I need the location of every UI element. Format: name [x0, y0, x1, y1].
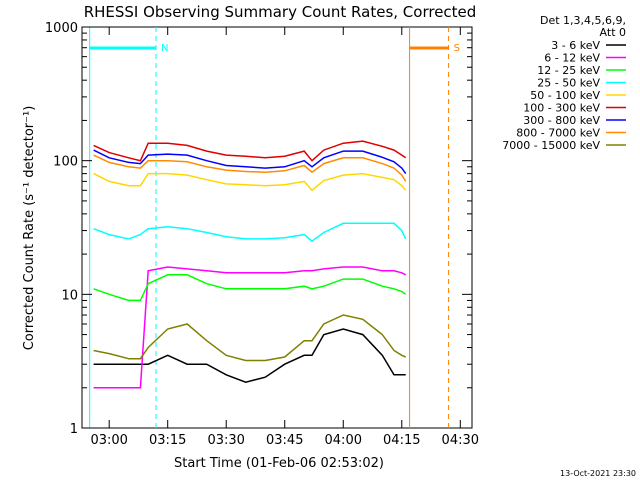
series-line-1 [93, 266, 407, 389]
legend-label-3: 25 - 50 keV [537, 77, 600, 90]
y-tick-label-3: 1000 [45, 21, 78, 36]
legend-label-6: 300 - 800 keV [523, 114, 600, 127]
x-tick-label-0: 03:00 [90, 433, 127, 448]
legend-label-7: 800 - 7000 keV [516, 127, 600, 140]
series-line-2 [93, 274, 407, 302]
chart-title: RHESSI Observing Summary Count Rates, Co… [84, 3, 477, 21]
series-line-8 [93, 314, 406, 362]
plot-frame [81, 26, 473, 429]
y-tick-label-2: 100 [53, 155, 78, 170]
legend-label-5: 100 - 300 keV [523, 102, 600, 115]
time-stamp: 13-Oct-2021 23:30 [560, 469, 636, 478]
series-line-3 [93, 222, 407, 243]
legend-header-0: Det 1,3,4,5,6,9, [540, 14, 626, 27]
series-line-6 [93, 149, 407, 175]
x-axis-label: Start Time (01-Feb-06 02:53:02) [174, 456, 384, 471]
legend-label-8: 7000 - 15000 keV [502, 139, 600, 152]
marker-label-1: S [454, 43, 460, 54]
x-tick-label-3: 03:45 [266, 433, 303, 448]
x-tick-label-5: 04:15 [383, 433, 420, 448]
legend-label-4: 50 - 100 keV [530, 89, 600, 102]
series-line-0 [93, 328, 406, 383]
series-line-7 [93, 154, 407, 182]
x-tick-label-6: 04:30 [442, 433, 479, 448]
legend-label-1: 6 - 12 keV [544, 52, 600, 65]
series-line-5 [93, 140, 407, 162]
legend-header-1: Att 0 [600, 26, 626, 39]
y-axis-label: Corrected Count Rate (s⁻¹ detector⁻¹) [22, 106, 37, 351]
x-tick-label-2: 03:30 [207, 433, 244, 448]
legend-label-2: 12 - 25 keV [537, 64, 600, 77]
series-line-4 [93, 172, 407, 192]
y-tick-label-0: 1 [70, 422, 78, 437]
marker-label-0: N [161, 43, 168, 54]
x-tick-label-4: 04:00 [325, 433, 362, 448]
y-tick-label-1: 10 [61, 288, 78, 303]
legend-label-0: 3 - 6 keV [551, 39, 600, 52]
x-tick-label-1: 03:15 [149, 433, 186, 448]
